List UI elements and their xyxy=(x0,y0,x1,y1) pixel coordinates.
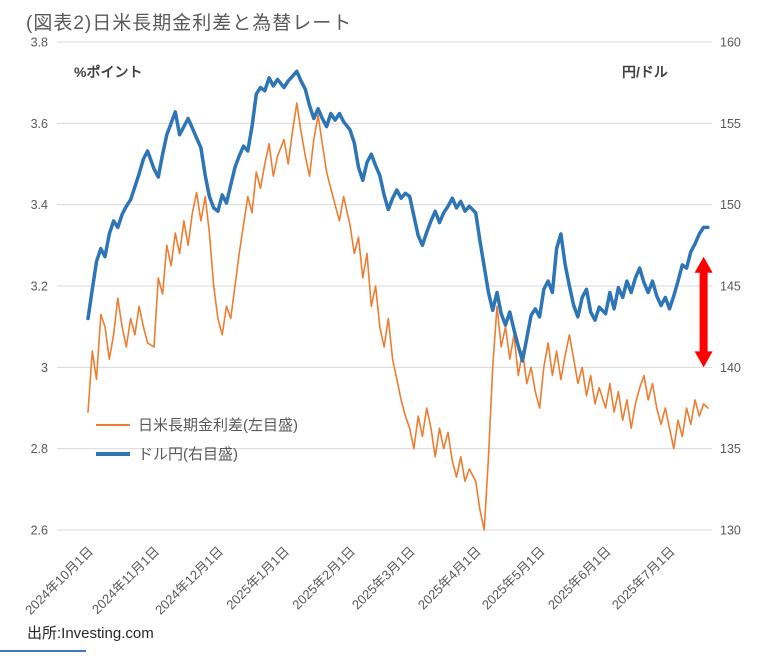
x-axis-tick-label: 2025年5月1日 xyxy=(479,544,548,613)
left-axis-tick-label: 3.4 xyxy=(31,198,48,212)
left-axis-tick-label: 3 xyxy=(41,361,48,375)
right-axis-tick-label: 135 xyxy=(720,442,741,456)
right-axis-tick-label: 140 xyxy=(720,361,741,375)
left-axis-tick-label: 3.2 xyxy=(31,280,48,294)
bottom-blue-rule xyxy=(0,650,86,652)
left-axis-tick-label: 2.6 xyxy=(31,524,48,538)
left-axis-tick-label: 3.8 xyxy=(31,36,48,50)
legend-item-rate-spread: 日米長期金利差(左目盛) xyxy=(96,410,298,439)
legend-label-rate-spread: 日米長期金利差(左目盛) xyxy=(138,417,298,434)
right-axis-tick-label: 150 xyxy=(720,198,741,212)
right-axis-tick-label: 160 xyxy=(720,36,741,50)
left-axis-unit-label: %ポイント xyxy=(74,64,143,80)
x-axis-tick-label: 2025年3月1日 xyxy=(349,544,418,613)
right-axis-tick-label: 130 xyxy=(720,524,741,538)
x-axis-tick-label: 2025年4月1日 xyxy=(415,544,484,613)
chart-title: (図表2)日米長期金利差と為替レート xyxy=(26,13,353,34)
x-axis-tick-label: 2024年11月1日 xyxy=(89,544,162,617)
legend-label-dollar-yen: ドル円(右目盛) xyxy=(138,446,238,463)
series-line-1 xyxy=(86,69,710,363)
legend-item-dollar-yen: ドル円(右目盛) xyxy=(96,439,298,468)
legend: 日米長期金利差(左目盛) ドル円(右目盛) xyxy=(96,410,298,468)
right-axis-tick-label: 145 xyxy=(720,280,741,294)
x-axis-tick-label: 2025年7月1日 xyxy=(609,544,678,613)
right-axis-tick-label: 155 xyxy=(720,117,741,131)
legend-line-sample-blue xyxy=(96,451,130,456)
left-axis-tick-label: 2.8 xyxy=(31,442,48,456)
gap-arrow-head-bottom xyxy=(694,351,713,368)
x-axis-tick-label: 2025年1月1日 xyxy=(223,544,292,613)
left-axis-tick-label: 3.6 xyxy=(31,117,48,131)
x-axis-tick-label: 2025年6月1日 xyxy=(545,544,614,613)
gap-arrow-head-top xyxy=(694,256,713,273)
right-axis-unit-label: 円/ドル xyxy=(622,64,668,80)
x-axis-tick-label: 2024年10月1日 xyxy=(22,544,96,618)
series-line-0 xyxy=(87,102,709,531)
source-citation: 出所:Investing.com xyxy=(27,625,154,642)
x-axis-tick-label: 2024年12月1日 xyxy=(152,544,226,618)
legend-line-sample-orange xyxy=(96,423,130,426)
